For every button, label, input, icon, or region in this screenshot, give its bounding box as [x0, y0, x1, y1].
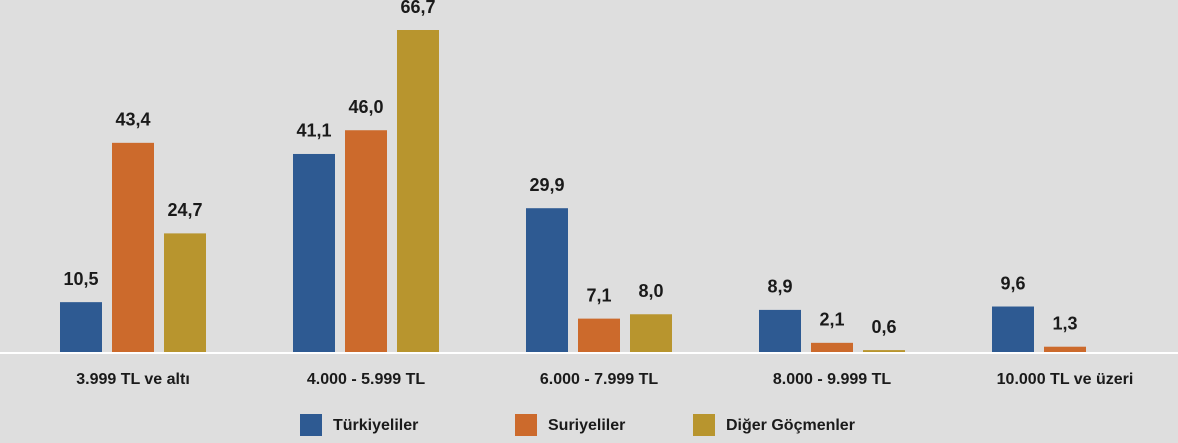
bar: [397, 30, 439, 353]
bar: [345, 130, 387, 353]
x-tick-label: 10.000 TL ve üzeri: [997, 371, 1134, 388]
legend-label: Türkiyeliler: [333, 417, 418, 434]
value-label: 29,9: [529, 175, 564, 195]
bar: [164, 233, 206, 353]
bar: [863, 350, 905, 353]
value-label: 8,9: [767, 277, 792, 297]
value-label: 66,7: [400, 0, 435, 17]
x-tick-label: 4.000 - 5.999 TL: [307, 371, 426, 388]
value-label: 41,1: [296, 121, 331, 141]
bar: [992, 306, 1034, 353]
bar: [811, 342, 853, 353]
value-label: 46,0: [348, 97, 383, 117]
bar: [526, 208, 568, 353]
legend-swatch: [300, 414, 322, 436]
bar: [112, 142, 154, 353]
bar: [578, 318, 620, 353]
bar: [630, 314, 672, 353]
value-label: 10,5: [63, 269, 98, 289]
x-tick-label: 3.999 TL ve altı: [76, 371, 190, 388]
value-label: 9,6: [1000, 273, 1025, 293]
legend-label: Suriyeliler: [548, 417, 625, 434]
legend-label: Diğer Göçmenler: [726, 417, 855, 434]
bar: [759, 309, 801, 353]
value-label: 0,6: [871, 317, 896, 337]
bar: [1044, 346, 1086, 353]
value-label: 2,1: [819, 310, 844, 330]
x-tick-label: 6.000 - 7.999 TL: [540, 371, 659, 388]
value-label: 8,0: [638, 281, 663, 301]
bar: [293, 153, 335, 353]
value-label: 24,7: [167, 200, 202, 220]
value-label: 1,3: [1052, 313, 1077, 333]
legend-swatch: [515, 414, 537, 436]
bar: [60, 302, 102, 353]
legend-swatch: [693, 414, 715, 436]
x-tick-label: 8.000 - 9.999 TL: [773, 371, 892, 388]
value-label: 43,4: [115, 110, 150, 130]
value-label: 7,1: [586, 285, 611, 305]
